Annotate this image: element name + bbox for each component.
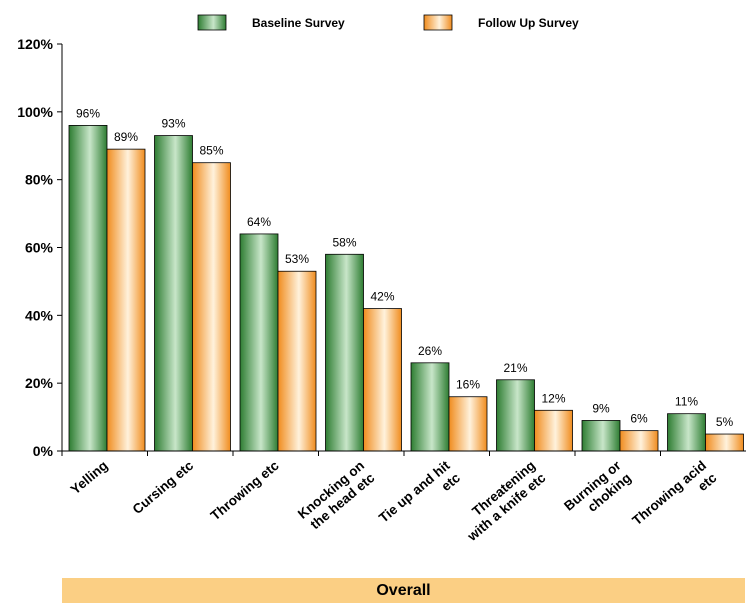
data-label: 85% — [199, 144, 223, 158]
x-tick-label: Tie up and hitetc — [376, 457, 463, 537]
y-tick-label: 60% — [25, 240, 54, 256]
legend-label: Baseline Survey — [252, 16, 345, 30]
y-tick-label: 40% — [25, 307, 54, 323]
data-label: 53% — [285, 252, 309, 266]
data-label: 42% — [370, 290, 394, 304]
x-tick-label: Burning orchoking — [561, 457, 634, 526]
data-label: 96% — [76, 106, 100, 120]
data-label: 89% — [114, 130, 138, 144]
x-axis-title: Overall — [376, 582, 431, 599]
data-label: 9% — [592, 401, 610, 415]
bar-baseline — [154, 135, 193, 452]
x-tick-label: Knocking onthe head etc — [295, 457, 378, 534]
data-label: 6% — [630, 412, 648, 426]
y-tick-label: 120% — [17, 36, 53, 52]
x-tick-label: Yelling — [68, 458, 111, 497]
bar-baseline — [239, 233, 279, 452]
data-label: 26% — [418, 344, 442, 358]
bars: 96% 89% 93% 85% 64% 53% 58% 42% 26% 16% 21% 12% 9% 6%… — [68, 106, 744, 452]
x-tick-label: Throwing acidetc — [629, 457, 719, 540]
y-axis: 0% 20% 40% 60% 80% 100% 120% — [17, 36, 63, 459]
bar-followup — [192, 162, 231, 452]
x-tick-label: Throwing etc — [208, 457, 282, 523]
y-tick-label: 20% — [25, 375, 54, 391]
data-label: 5% — [716, 415, 734, 429]
data-label: 58% — [332, 235, 356, 249]
y-tick-label: 0% — [33, 443, 54, 459]
bar-baseline — [496, 379, 535, 452]
y-tick-label: 100% — [17, 104, 53, 120]
bar-baseline — [410, 362, 450, 452]
bar-baseline — [581, 420, 621, 452]
data-label: 12% — [541, 391, 565, 405]
x-axis-title-band: Overall — [62, 578, 745, 603]
bar-baseline — [325, 253, 364, 452]
bar-followup — [363, 308, 402, 452]
bar-followup — [448, 396, 488, 452]
legend: Baseline Survey Follow Up Survey — [197, 14, 579, 31]
bar-followup — [705, 433, 744, 452]
bar-followup — [534, 409, 573, 452]
y-tick-label: 80% — [25, 172, 54, 188]
data-label: 11% — [675, 395, 698, 409]
data-label: 21% — [503, 361, 527, 375]
legend-label: Follow Up Survey — [478, 16, 579, 30]
legend-swatch — [423, 14, 453, 31]
legend-swatch — [197, 14, 227, 31]
data-label: 64% — [247, 215, 271, 229]
data-label: 93% — [161, 117, 185, 131]
x-tick-label: Threateningwith a knife etc — [454, 457, 549, 544]
bar-followup — [619, 430, 659, 452]
bar-followup — [277, 270, 317, 452]
bar-followup — [106, 148, 146, 452]
x-axis: Yelling Cursing etc Throwing etc Knocking o… — [61, 450, 746, 544]
bar-baseline — [68, 125, 108, 452]
data-label: 16% — [456, 378, 480, 392]
bar-baseline — [667, 413, 706, 452]
x-tick-label: Cursing etc — [130, 457, 197, 517]
